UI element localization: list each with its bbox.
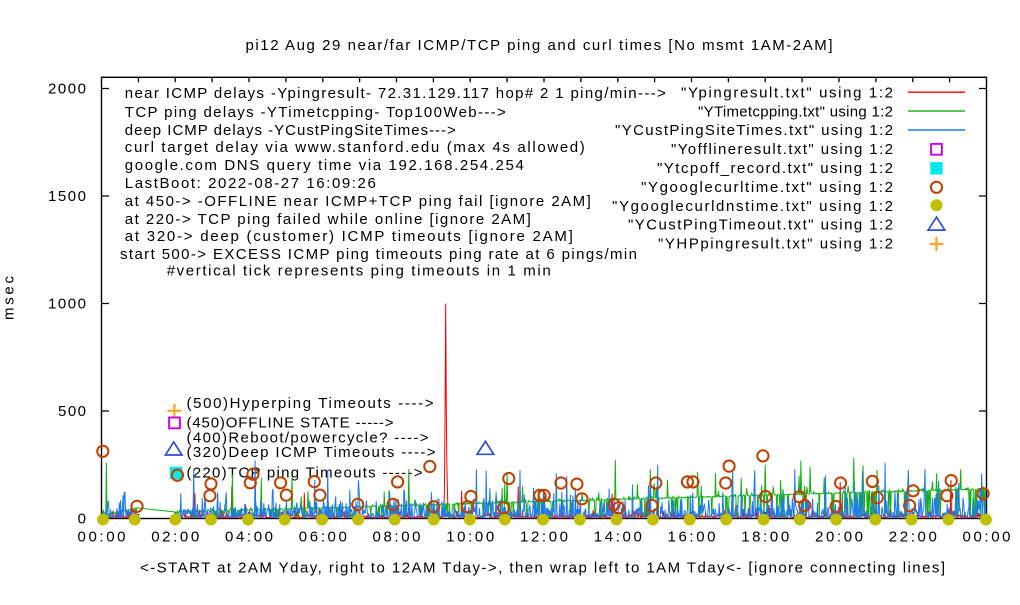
svg-text:10:00: 10:00: [446, 529, 494, 546]
svg-text:google.com DNS query time via: google.com DNS query time via 192.168.25…: [125, 157, 524, 174]
svg-text:"YHPpingresult.txt" using 1:2: "YHPpingresult.txt" using 1:2: [658, 236, 893, 253]
svg-text:"Ygooglecurldnstime.txt" using: "Ygooglecurldnstime.txt" using 1:2: [612, 198, 893, 215]
svg-text:"YCustPingSiteTimes.txt" using: "YCustPingSiteTimes.txt" using 1:2: [615, 122, 893, 139]
svg-text:2000: 2000: [48, 81, 86, 98]
svg-text:"Yofflineresult.txt" using 1:2: "Yofflineresult.txt" using 1:2: [671, 141, 893, 158]
svg-text:pi12 Aug 29 near/far ICMP/TCP: pi12 Aug 29 near/far ICMP/TCP ping and c…: [246, 37, 833, 54]
svg-text:00:00: 00:00: [963, 529, 1011, 546]
svg-text:22:00: 22:00: [889, 529, 937, 546]
svg-text:20:00: 20:00: [815, 529, 863, 546]
svg-text:"YCustPingTimeout.txt" using 1: "YCustPingTimeout.txt" using 1:2: [628, 217, 893, 234]
svg-text:1500: 1500: [48, 188, 86, 205]
svg-text:12:00: 12:00: [520, 529, 568, 546]
svg-text:start 500-> EXCESS ICMP ping t: start 500-> EXCESS ICMP ping timeouts pi…: [120, 246, 637, 263]
svg-text:curl target delay via www.stan: curl target delay via www.stanford.edu (…: [125, 139, 585, 156]
svg-text:1000: 1000: [48, 296, 86, 313]
svg-text:04:00: 04:00: [225, 529, 273, 546]
svg-text:<-START at 2AM Yday, right to: <-START at 2AM Yday, right to 12AM Tday-…: [140, 560, 945, 577]
svg-text:500: 500: [58, 403, 86, 420]
svg-text:#vertical tick represents ping: #vertical tick represents ping timeouts …: [167, 263, 551, 280]
svg-text:"Ypingresult.txt" using 1:2: "Ypingresult.txt" using 1:2: [681, 84, 893, 101]
svg-text:18:00: 18:00: [741, 529, 789, 546]
svg-text:"Ygooglecurltime.txt" using 1:: "Ygooglecurltime.txt" using 1:2: [641, 179, 893, 196]
svg-text:00:00: 00:00: [78, 529, 126, 546]
svg-text:"Ytcpoff_record.txt" using 1:2: "Ytcpoff_record.txt" using 1:2: [657, 160, 893, 177]
svg-text:(500)Hyperping Timeouts ---->: (500)Hyperping Timeouts ---->: [187, 395, 434, 412]
svg-text:at 320-> deep (customer) ICMP: at 320-> deep (customer) ICMP timeouts […: [125, 228, 573, 245]
svg-text:(450)OFFLINE STATE ----->: (450)OFFLINE STATE ----->: [187, 414, 394, 431]
svg-text:"YTimetcpping.txt" using 1:2: "YTimetcpping.txt" using 1:2: [698, 103, 893, 120]
svg-text:(320)Deep ICMP Timeouts ---->: (320)Deep ICMP Timeouts ---->: [187, 444, 436, 461]
svg-text:msec: msec: [1, 276, 18, 321]
svg-text:08:00: 08:00: [373, 529, 421, 546]
svg-text:at 220-> TCP ping failed while: at 220-> TCP ping failed while online [i…: [125, 211, 531, 228]
svg-text:0: 0: [78, 511, 86, 528]
svg-text:near ICMP delays -Ypingresult-: near ICMP delays -Ypingresult- 72.31.129…: [125, 85, 666, 102]
svg-text:at 450-> -OFFLINE near ICMP+TC: at 450-> -OFFLINE near ICMP+TCP ping fai…: [125, 193, 591, 210]
svg-text:14:00: 14:00: [594, 529, 642, 546]
svg-text:16:00: 16:00: [668, 529, 716, 546]
svg-text:(220)TCP ping Timeouts ----->: (220)TCP ping Timeouts ----->: [187, 464, 423, 481]
svg-text:LastBoot: 2022-08-27 16:09:26: LastBoot: 2022-08-27 16:09:26: [125, 175, 376, 192]
svg-text:deep ICMP delays -YCustPingSit: deep ICMP delays -YCustPingSiteTimes--->: [125, 122, 456, 139]
svg-text:02:00: 02:00: [151, 529, 199, 546]
svg-text:06:00: 06:00: [299, 529, 347, 546]
